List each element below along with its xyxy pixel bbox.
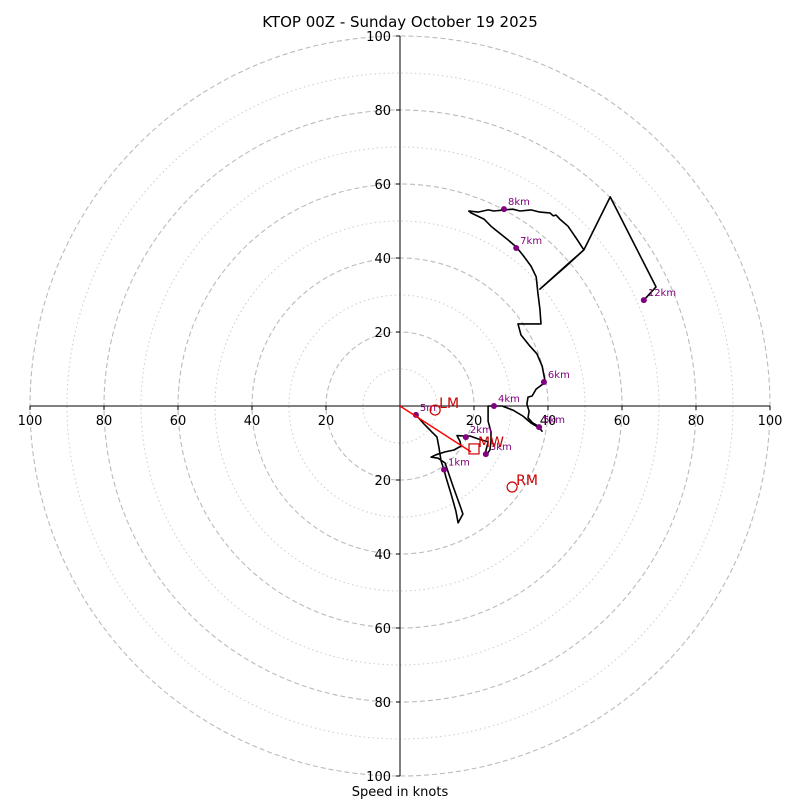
height-marker-label: 8km (508, 197, 530, 208)
storm-motion: LM MW RM (399, 396, 538, 493)
storm-point-marker (429, 404, 441, 416)
y-tick-label: 80 (374, 696, 391, 711)
chart-title: KTOP 00Z - Sunday October 19 2025 (262, 13, 538, 31)
height-markers: 5m 1km 2km 3km 4km 5km 6km 7km 8km 12km (412, 197, 676, 473)
x-tick-label: 60 (614, 414, 631, 429)
height-marker-label: 5km (543, 415, 565, 426)
y-tick-label: 20 (374, 474, 391, 489)
x-tick-label: 60 (170, 414, 187, 429)
y-tick-label: 20 (374, 326, 391, 341)
hodograph-trace (415, 196, 657, 524)
storm-point-label: MW (478, 435, 504, 451)
height-marker-label: 5m (420, 403, 436, 414)
height-marker-dot (412, 411, 419, 418)
height-marker-dot (536, 424, 543, 431)
height-marker-dot (482, 451, 489, 458)
y-tick-label: 40 (374, 252, 391, 267)
height-marker-label: 6km (548, 370, 570, 381)
height-marker-label: 7km (520, 236, 542, 247)
storm-motion-line (399, 405, 472, 453)
x-tick-label: 80 (688, 414, 705, 429)
x-tick-label: 20 (466, 414, 483, 429)
y-tick-label: 80 (374, 104, 391, 119)
tick-labels: 100 80 60 40 20 20 40 60 80 100 100 80 60 40 20 20 40 60 8… (18, 30, 783, 785)
y-tick-label: 100 (366, 770, 391, 785)
height-marker-label: 12km (648, 288, 676, 299)
x-tick-label: 100 (758, 414, 783, 429)
storm-point-label: RM (516, 473, 538, 489)
wind-profile (415, 196, 657, 524)
x-tick-label: 100 (18, 414, 43, 429)
height-marker-label: 4km (498, 394, 520, 405)
y-tick-label: 40 (374, 548, 391, 563)
storm-point-marker (468, 443, 480, 455)
height-marker-label: 1km (448, 458, 470, 469)
y-tick-label: 100 (366, 30, 391, 45)
x-tick-label: 80 (96, 414, 113, 429)
height-marker-dot (462, 434, 469, 441)
height-marker-label: 3km (490, 442, 512, 453)
x-tick-label: 40 (540, 414, 557, 429)
storm-point-marker (506, 481, 518, 493)
height-marker-label: 2km (470, 425, 492, 436)
y-tick-label: 60 (374, 622, 391, 637)
height-marker-dot (513, 245, 520, 252)
x-axis-label: Speed in knots (352, 785, 449, 800)
x-tick-label: 20 (318, 414, 335, 429)
x-tick-label: 40 (244, 414, 261, 429)
height-marker-dot (640, 297, 647, 304)
y-tick-label: 60 (374, 178, 391, 193)
height-marker-dot (540, 378, 547, 385)
height-marker-dot (500, 206, 507, 213)
height-marker-dot (441, 466, 448, 473)
height-marker-dot (490, 403, 497, 409)
storm-point-label: LM (439, 396, 459, 412)
